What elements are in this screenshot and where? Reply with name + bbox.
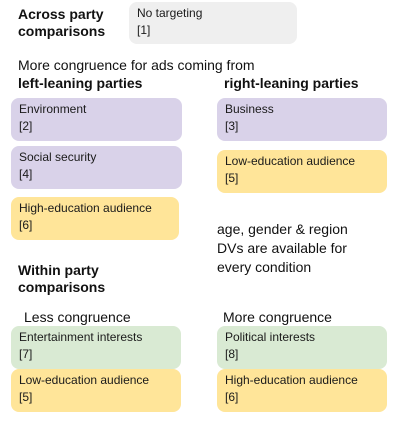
- right-low-education-number: [5]: [225, 171, 239, 185]
- social-security-number: [4]: [19, 167, 33, 181]
- business-box: Business [3]: [217, 98, 387, 141]
- business-label: Business: [225, 102, 274, 116]
- across-party-heading: Across party comparisons: [18, 6, 105, 40]
- political-number: [8]: [225, 347, 239, 361]
- across-party-heading-line2: comparisons: [18, 23, 106, 39]
- political-box: Political interests [8]: [217, 326, 387, 369]
- right-low-education-label: Low-education audience: [225, 154, 356, 168]
- within-low-education-box: Low-education audience [5]: [11, 369, 181, 412]
- more-congruence-label: More congruence: [223, 309, 332, 325]
- within-low-education-number: [5]: [19, 390, 33, 404]
- right-leaning-heading: right-leaning parties: [224, 75, 359, 91]
- availability-note-line1: age, gender & region: [217, 221, 348, 237]
- entertainment-number: [7]: [19, 347, 33, 361]
- more-congruence-intro: More congruence for ads coming from: [18, 57, 255, 73]
- left-high-education-box: High-education audience [6]: [11, 197, 179, 240]
- business-number: [3]: [225, 119, 239, 133]
- environment-label: Environment: [19, 102, 87, 116]
- within-party-heading-line1: Within party: [18, 262, 99, 278]
- environment-box: Environment [2]: [11, 98, 182, 141]
- within-low-education-label: Low-education audience: [19, 373, 150, 387]
- right-low-education-box: Low-education audience [5]: [217, 150, 387, 193]
- availability-note-line2: DVs are available for: [217, 240, 347, 256]
- political-label: Political interests: [225, 330, 316, 344]
- within-party-heading-line2: comparisons: [18, 279, 106, 295]
- no-targeting-box: No targeting [1]: [129, 2, 297, 44]
- across-party-heading-line1: Across party: [18, 6, 104, 22]
- left-leaning-heading: left-leaning parties: [18, 75, 143, 91]
- less-congruence-label: Less congruence: [24, 309, 131, 325]
- availability-note-line3: every condition: [217, 259, 312, 275]
- within-high-education-box: High-education audience [6]: [217, 369, 387, 412]
- social-security-box: Social security [4]: [11, 146, 182, 189]
- entertainment-box: Entertainment interests [7]: [11, 326, 181, 369]
- no-targeting-number: [1]: [137, 23, 151, 37]
- no-targeting-label: No targeting: [137, 6, 203, 20]
- social-security-label: Social security: [19, 150, 97, 164]
- left-high-education-label: High-education audience: [19, 201, 152, 215]
- within-high-education-number: [6]: [225, 390, 239, 404]
- left-high-education-number: [6]: [19, 218, 33, 232]
- within-high-education-label: High-education audience: [225, 373, 358, 387]
- within-party-heading: Within party comparisons: [18, 262, 105, 296]
- availability-note: age, gender & region DVs are available f…: [217, 220, 348, 277]
- environment-number: [2]: [19, 119, 33, 133]
- entertainment-label: Entertainment interests: [19, 330, 143, 344]
